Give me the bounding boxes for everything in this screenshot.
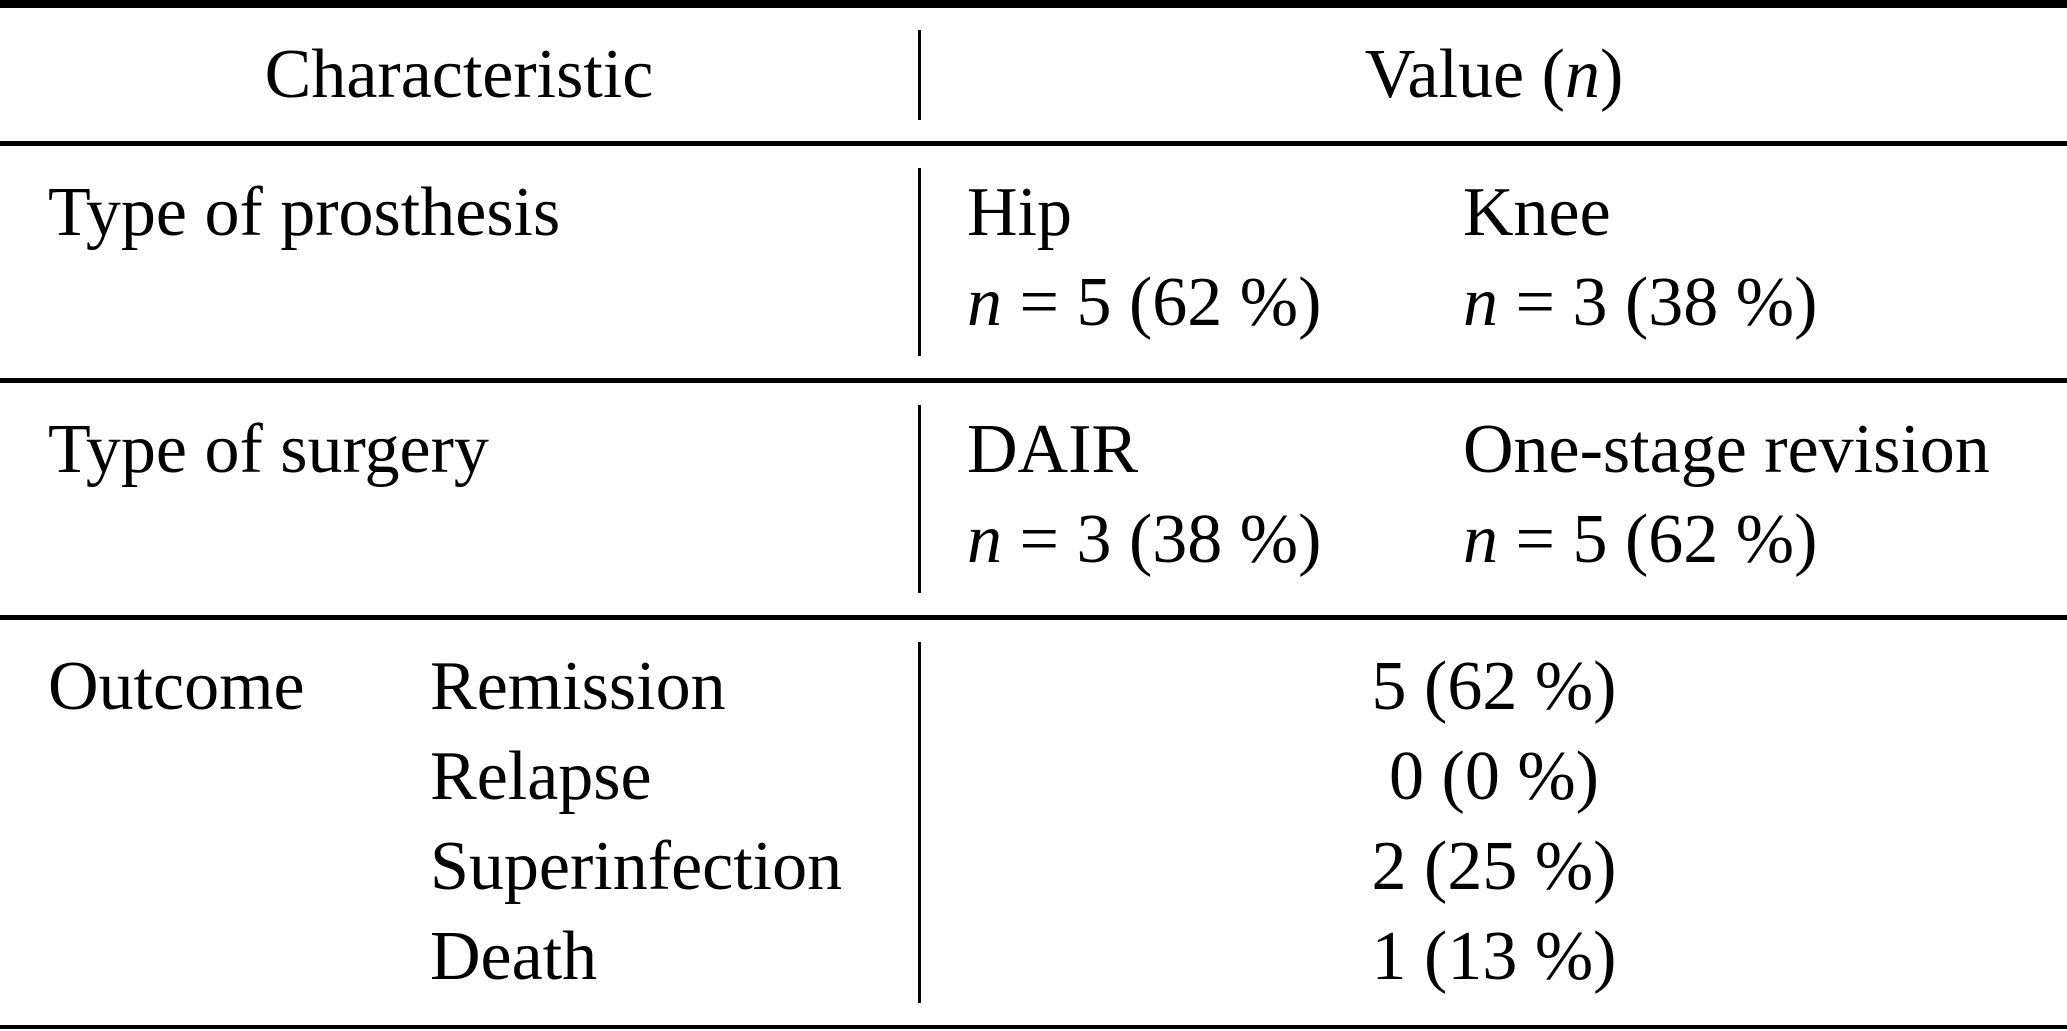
option-count: n = 3 (38 %) <box>967 501 1322 578</box>
math-n-symbol: n <box>1463 501 1498 578</box>
header-cell-characteristic: Characteristic <box>0 30 918 120</box>
option-one-stage-revision: One-stage revision n = 5 (62 %) <box>1463 405 2067 593</box>
row1-label: Type of prosthesis <box>48 174 561 251</box>
outcome-sublist: Remission Relapse Superinfection Death <box>430 642 918 1002</box>
row3-value-cell: 5 (62 %) 0 (0 %) 2 (25 %) 1 (13 %) <box>918 642 2067 1003</box>
math-n-symbol: n <box>967 264 1002 341</box>
header-value-label: Value (n) <box>1364 35 1624 113</box>
header-characteristic-label: Characteristic <box>264 35 654 113</box>
table-header-row: Characteristic Value (n) <box>0 8 2067 141</box>
math-n-symbol: n <box>1463 264 1498 341</box>
row1-value-cell: Hip n = 5 (62 %) Knee n = 3 (38 %) <box>918 168 2067 356</box>
outcome-value-death: 1 (13 %) <box>1371 918 1617 995</box>
option-count: n = 3 (38 %) <box>1463 264 1818 341</box>
outcome-value-relapse: 0 (0 %) <box>1389 738 1599 815</box>
row-type-of-prosthesis: Type of prosthesis Hip n = 5 (62 %) Knee… <box>0 146 2067 378</box>
row1-label-cell: Type of prosthesis <box>0 168 918 356</box>
row3-label-cell: Outcome Remission Relapse Superinfection… <box>0 642 918 1003</box>
option-dair: DAIR n = 3 (38 %) <box>967 405 1463 593</box>
outcome-item-relapse: Relapse <box>430 738 652 815</box>
outcome-item-remission: Remission <box>430 648 726 725</box>
row-outcome: Outcome Remission Relapse Superinfection… <box>0 620 2067 1025</box>
table-top-rule <box>0 0 2067 8</box>
math-n-symbol: n <box>967 501 1002 578</box>
row-type-of-surgery: Type of surgery DAIR n = 3 (38 %) One-st… <box>0 383 2067 615</box>
option-name: DAIR <box>967 411 1139 488</box>
row2-value-cell: DAIR n = 3 (38 %) One-stage revision n =… <box>918 405 2067 593</box>
outcome-item-superinfection: Superinfection <box>430 828 843 905</box>
header-cell-value: Value (n) <box>918 29 2067 120</box>
outcome-value-remission: 5 (62 %) <box>1371 648 1617 725</box>
row3-label: Outcome <box>48 648 305 725</box>
table-bottom-rule <box>0 1025 2067 1029</box>
option-hip: Hip n = 5 (62 %) <box>967 168 1463 356</box>
row-divider-rule <box>0 378 2067 383</box>
row2-label: Type of surgery <box>48 411 489 488</box>
option-name: Knee <box>1463 174 1611 251</box>
row-divider-rule <box>0 615 2067 620</box>
outcome-item-death: Death <box>430 918 598 995</box>
option-name: Hip <box>967 174 1072 251</box>
option-count: n = 5 (62 %) <box>967 264 1322 341</box>
option-count: n = 5 (62 %) <box>1463 501 1818 578</box>
outcome-value-superinfection: 2 (25 %) <box>1371 828 1617 905</box>
header-divider-rule <box>0 141 2067 146</box>
row2-label-cell: Type of surgery <box>0 405 918 593</box>
option-name: One-stage revision <box>1463 411 1990 488</box>
option-knee: Knee n = 3 (38 %) <box>1463 168 2067 356</box>
math-n-symbol: n <box>1564 35 1600 113</box>
